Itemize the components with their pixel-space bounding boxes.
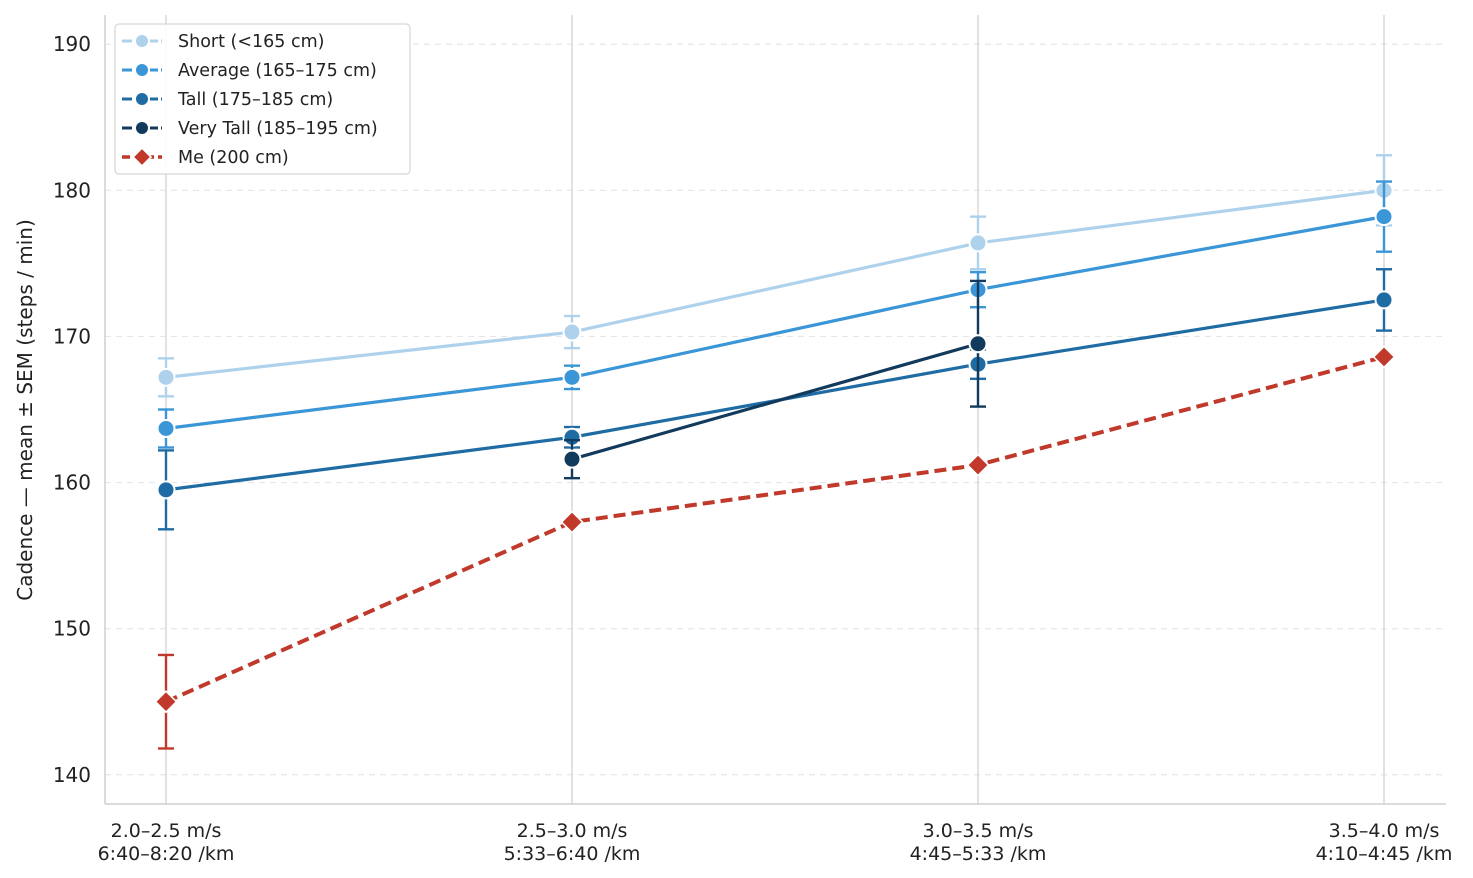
y-tick-label: 150 [53,617,91,641]
data-point [562,322,582,342]
data-point [968,334,988,354]
data-point [968,233,988,253]
y-axis-title: Cadence — mean ± SEM (steps / min) [13,219,37,601]
legend-marker [134,62,150,78]
legend-label: Me (200 cm) [178,148,289,168]
x-tick-label-speed: 3.0–3.5 m/s [923,820,1034,842]
series-3 [562,279,988,480]
data-point [560,510,584,534]
ticks-layer: 140 150 160 170 180 190 2.0–2.5 m/s6:40–8:20 /… [53,32,1453,865]
y-tick-label: 160 [53,471,91,495]
y-tick-label: 190 [53,32,91,56]
y-tick-label: 140 [53,763,91,787]
data-point [1374,290,1394,310]
legend-entry: Short (<165 cm) [122,32,324,52]
legend-marker [134,91,150,107]
axes-layer: Cadence — mean ± SEM (steps / min) [13,15,1446,805]
data-point [156,480,176,500]
legend-marker [134,33,150,49]
data-point [562,367,582,387]
x-tick-label-pace: 6:40–8:20 /km [98,843,235,865]
x-tick-label-speed: 3.5–4.0 m/s [1329,820,1440,842]
legend-marker [134,120,150,136]
y-tick-label: 180 [53,178,91,202]
legend-marker [131,146,153,168]
legend-label: Very Tall (185–195 cm) [178,119,378,139]
x-tick-label-speed: 2.5–3.0 m/s [517,820,628,842]
series-4 [154,345,1396,750]
x-tick-label-pace: 5:33–6:40 /km [504,843,641,865]
x-tick-label-speed: 2.0–2.5 m/s [111,820,222,842]
legend-entry: Me (200 cm) [122,146,289,168]
series-1 [156,180,1394,449]
data-point [966,453,990,477]
legend-box [114,23,411,175]
series-2 [156,268,1394,531]
data-point [156,418,176,438]
series-line [571,342,979,461]
series-line [165,298,1385,492]
y-tick-label: 170 [53,324,91,348]
x-tick-label-pace: 4:45–5:33 /km [910,843,1047,865]
series-line [165,215,1385,431]
series-layer [154,154,1396,750]
x-tick-label-pace: 4:10–4:45 /km [1316,843,1453,865]
series-line [165,188,1385,379]
series-line [165,354,1385,704]
legend-entry: Average (165–175 cm) [122,61,377,81]
legend-entry: Very Tall (185–195 cm) [122,119,378,139]
data-point [154,690,178,714]
legend-label: Tall (175–185 cm) [177,90,333,110]
legend-entry: Tall (175–185 cm) [122,90,333,110]
legend-label: Average (165–175 cm) [178,61,377,81]
data-point [1372,345,1396,369]
data-point [562,449,582,469]
data-point [156,367,176,387]
data-point [1374,207,1394,227]
legend-label: Short (<165 cm) [178,32,324,52]
legend: Short (<165 cm) Average (165–175 cm) Tall … [114,23,411,175]
series-0 [156,154,1394,398]
